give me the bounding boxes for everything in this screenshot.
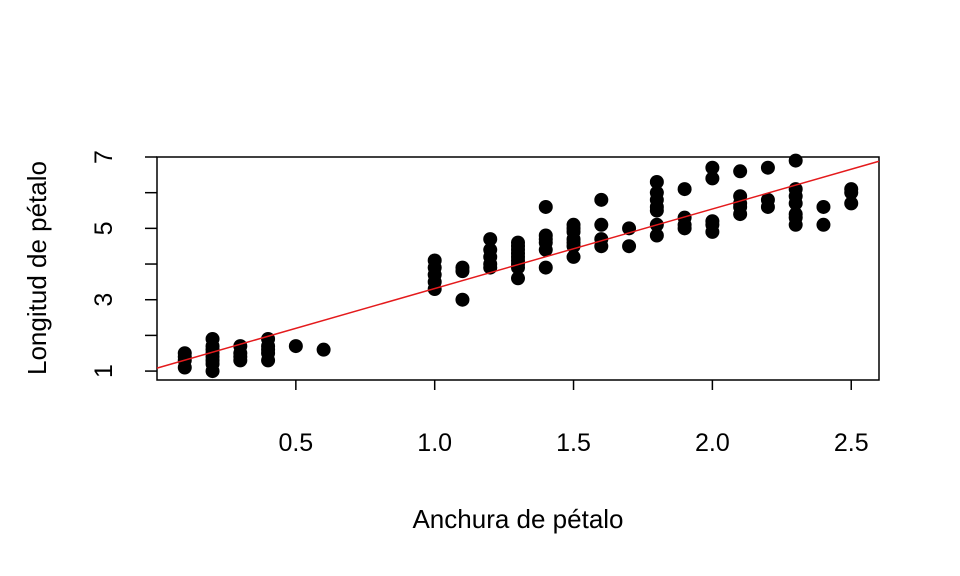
data-point [205, 331, 220, 346]
y-axis: 1 3 5 7 [90, 150, 157, 378]
x-tick-label: 2.5 [834, 429, 869, 457]
data-point [760, 192, 775, 207]
x-tick-label: 2.0 [695, 429, 730, 457]
data-point [594, 192, 609, 207]
data-point [538, 228, 553, 243]
data-point [511, 235, 525, 250]
data-point [622, 239, 637, 254]
data-point [760, 160, 775, 175]
data-point [816, 199, 831, 214]
y-tick-label: 1 [90, 364, 118, 378]
data-point [733, 164, 748, 179]
data-point [538, 260, 553, 275]
data-point [483, 242, 498, 257]
data-point [538, 199, 553, 214]
x-axis: 0.5 1.0 1.5 2.0 2.5 [278, 380, 869, 457]
y-tick-label: 3 [90, 293, 118, 307]
data-point [566, 217, 581, 232]
x-tick-label: 0.5 [278, 429, 313, 457]
data-point [511, 271, 525, 286]
data-point [261, 331, 276, 346]
y-tick-label: 5 [90, 221, 118, 235]
data-point [483, 232, 498, 247]
data-point [455, 260, 470, 275]
data-point [566, 249, 581, 264]
data-point [677, 182, 692, 197]
data-point [705, 214, 720, 229]
x-tick-label: 1.5 [556, 429, 591, 457]
data-points [177, 153, 859, 379]
data-point [844, 182, 859, 197]
data-point [649, 228, 664, 243]
y-axis-title: Longitud de pétalo [22, 161, 52, 375]
x-tick-label: 1.0 [417, 429, 452, 457]
data-point [288, 339, 303, 354]
x-axis-title: Anchura de pétalo [412, 504, 623, 534]
data-point [788, 153, 803, 168]
data-point [705, 160, 720, 175]
data-point [705, 171, 720, 186]
data-point [649, 185, 664, 200]
data-point [816, 217, 831, 232]
data-point [455, 292, 470, 307]
data-point [844, 196, 859, 211]
data-point [427, 253, 442, 268]
data-point [649, 174, 664, 189]
data-point [205, 353, 220, 368]
data-point [594, 217, 609, 232]
y-tick-label: 7 [90, 150, 118, 164]
data-point [788, 207, 803, 222]
plot-frame [156, 156, 880, 381]
data-point [316, 342, 331, 357]
regression-line [156, 160, 880, 369]
